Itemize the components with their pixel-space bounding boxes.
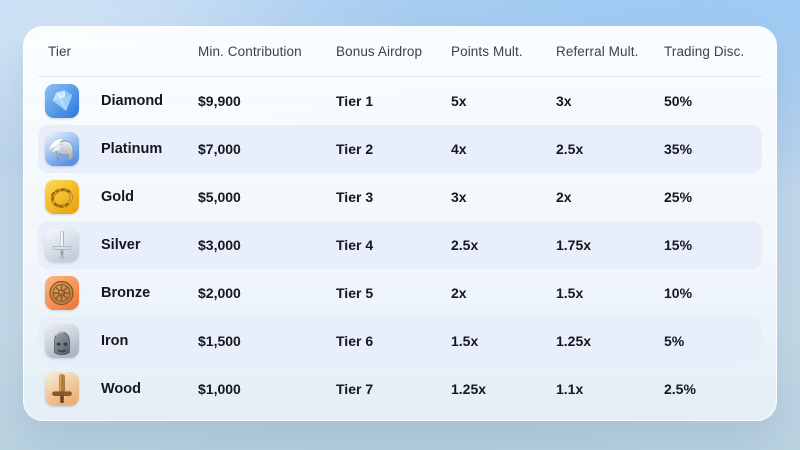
min-contribution-value: $3,000 bbox=[198, 237, 241, 253]
tier-name: Bronze bbox=[101, 285, 151, 301]
referral-mult-value: 2.5x bbox=[556, 141, 584, 157]
tier-name: Iron bbox=[101, 333, 129, 349]
tier-cell: Platinum bbox=[38, 132, 198, 166]
tier-cell: Silver bbox=[38, 228, 198, 262]
laurel-wreath-icon bbox=[45, 180, 79, 214]
trading-disc-value: 50% bbox=[664, 93, 693, 109]
bronze-shield-icon bbox=[45, 276, 79, 310]
min-contribution-value: $9,900 bbox=[198, 93, 241, 109]
trading-disc-value: 15% bbox=[664, 237, 693, 253]
points-mult-value: 2.5x bbox=[451, 237, 479, 253]
column-header-tier: Tier bbox=[48, 44, 72, 59]
table-row-wood: Wood $1,000 Tier 7 1.25x 1.1x 2.5% bbox=[38, 365, 762, 413]
table-row-silver: Silver $3,000 Tier 4 2.5x 1.75x 15% bbox=[38, 221, 762, 269]
column-header-min-contribution: Min. Contribution bbox=[198, 44, 302, 59]
points-mult-value: 4x bbox=[451, 141, 467, 157]
points-mult-value: 2x bbox=[451, 285, 467, 301]
bonus-airdrop-value: Tier 7 bbox=[336, 381, 374, 397]
tier-name: Wood bbox=[101, 381, 141, 397]
table-row-iron: Iron $1,500 Tier 6 1.5x 1.25x 5% bbox=[38, 317, 762, 365]
iron-helmet-icon bbox=[45, 324, 79, 358]
table-row-gold: Gold $5,000 Tier 3 3x 2x 25% bbox=[38, 173, 762, 221]
referral-mult-value: 1.1x bbox=[556, 381, 584, 397]
bonus-airdrop-value: Tier 3 bbox=[336, 189, 374, 205]
tier-name: Gold bbox=[101, 189, 135, 205]
referral-mult-value: 1.5x bbox=[556, 285, 584, 301]
tier-cell: Bronze bbox=[38, 276, 198, 310]
bonus-airdrop-value: Tier 4 bbox=[336, 237, 374, 253]
tier-name: Silver bbox=[101, 237, 141, 253]
referral-mult-value: 2x bbox=[556, 189, 572, 205]
points-mult-value: 3x bbox=[451, 189, 467, 205]
trading-disc-value: 35% bbox=[664, 141, 693, 157]
silver-sword-icon bbox=[45, 228, 79, 262]
tier-cell: Wood bbox=[38, 372, 198, 406]
tier-name: Platinum bbox=[101, 141, 163, 157]
column-header-trading-disc: Trading Disc. bbox=[664, 44, 745, 59]
points-mult-value: 5x bbox=[451, 93, 467, 109]
bonus-airdrop-value: Tier 6 bbox=[336, 333, 374, 349]
trading-disc-value: 2.5% bbox=[664, 381, 696, 397]
table-row-diamond: Diamond $9,900 Tier 1 5x 3x 50% bbox=[38, 77, 762, 125]
bonus-airdrop-value: Tier 1 bbox=[336, 93, 374, 109]
tier-cell: Gold bbox=[38, 180, 198, 214]
column-header-bonus-airdrop: Bonus Airdrop bbox=[336, 44, 423, 59]
trading-disc-value: 25% bbox=[664, 189, 693, 205]
points-mult-value: 1.5x bbox=[451, 333, 479, 349]
trading-disc-value: 5% bbox=[664, 333, 685, 349]
min-contribution-value: $1,000 bbox=[198, 381, 241, 397]
referral-mult-value: 1.25x bbox=[556, 333, 592, 349]
table-row-platinum: Platinum $7,000 Tier 2 4x 2.5x 35% bbox=[38, 125, 762, 173]
min-contribution-value: $2,000 bbox=[198, 285, 241, 301]
wooden-sword-icon bbox=[45, 372, 79, 406]
table-row-bronze: Bronze $2,000 Tier 5 2x 1.5x 10% bbox=[38, 269, 762, 317]
tier-name: Diamond bbox=[101, 93, 164, 109]
referral-mult-value: 3x bbox=[556, 93, 572, 109]
referral-mult-value: 1.75x bbox=[556, 237, 592, 253]
bonus-airdrop-value: Tier 2 bbox=[336, 141, 374, 157]
min-contribution-value: $1,500 bbox=[198, 333, 241, 349]
bonus-airdrop-value: Tier 5 bbox=[336, 285, 374, 301]
min-contribution-value: $5,000 bbox=[198, 189, 241, 205]
tier-table-card: Tier Min. Contribution Bonus Airdrop Poi… bbox=[23, 26, 777, 421]
points-mult-value: 1.25x bbox=[451, 381, 487, 397]
min-contribution-value: $7,000 bbox=[198, 141, 241, 157]
column-header-points-mult: Points Mult. bbox=[451, 44, 523, 59]
column-header-referral-mult: Referral Mult. bbox=[556, 44, 639, 59]
diamond-gem-icon bbox=[45, 84, 79, 118]
tier-cell: Diamond bbox=[38, 84, 198, 118]
table-header: Tier Min. Contribution Bonus Airdrop Poi… bbox=[38, 27, 762, 77]
tier-cell: Iron bbox=[38, 324, 198, 358]
trading-disc-value: 10% bbox=[664, 285, 693, 301]
winged-helmet-icon bbox=[45, 132, 79, 166]
